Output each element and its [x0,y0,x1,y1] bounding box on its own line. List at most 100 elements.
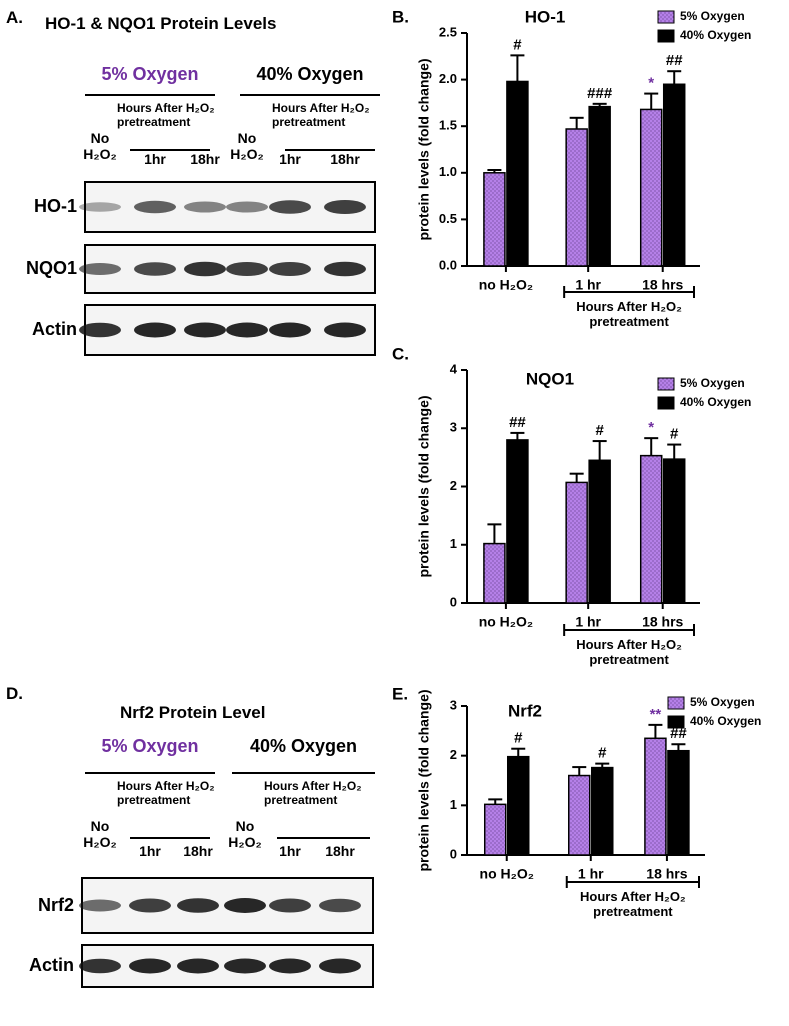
significance-mark: # [670,426,679,443]
group-label: 40% Oxygen [249,736,358,756]
bar [588,459,611,604]
blot-band [324,322,366,338]
chart-title: NQO1 [526,369,574,388]
blot-band [226,262,268,276]
blot-band [79,263,121,275]
blot-band [184,322,226,338]
row-label: HO-1 [33,196,77,216]
blot-band [226,322,268,338]
legend-label: 5% Oxygen [680,376,745,390]
blot-band [177,958,219,974]
legend-swatch [657,396,675,410]
blot-band [224,898,266,913]
row-label: NQO1 [25,258,77,278]
y-tick-label: 2 [450,747,457,762]
blot-band [269,958,311,974]
row-label: Actin [32,319,77,339]
y-tick-label: 2.0 [439,71,457,86]
x-tick-label: 1 hr [578,866,604,882]
y-tick-label: 4 [450,361,458,376]
bar [483,803,507,856]
bar [662,458,686,604]
blot-band [129,898,171,913]
significance-mark: ## [666,52,683,69]
x-tick-label: 18 hrs [642,277,683,293]
x-tick-label: 1 hr [575,277,601,293]
significance-mark: # [513,36,522,53]
lane-label: 1hr [144,151,166,167]
hours-label: Hours After H₂O₂ pretreatment [264,779,362,807]
blot-band [226,201,268,213]
significance-mark: ### [587,85,613,102]
x-tick-label: no H₂O₂ [479,277,533,293]
blot-band [177,898,219,913]
blot-band [269,898,311,913]
y-tick-label: 1 [450,536,457,551]
blot-band [324,200,366,214]
y-axis-label: protein levels (fold change) [416,58,432,240]
blot-band [269,200,311,214]
bar [644,737,667,856]
lane-label: 1hr [139,843,161,859]
bar [588,105,611,267]
bar [639,108,663,267]
y-tick-label: 0 [450,594,457,609]
lane-label: 18hr [325,843,355,859]
x-tick-label: 1 hr [575,614,601,630]
bar [506,439,529,604]
blot-band [129,958,171,974]
panel-letter: D. [6,684,23,703]
legend-label: 5% Oxygen [680,9,745,23]
legend-swatch [657,10,675,24]
bar [568,774,591,856]
blot-band [319,898,361,913]
x-tick-label: no H₂O₂ [479,614,533,630]
significance-mark: # [595,422,604,439]
lane-label: No H₂O₂ [83,130,117,163]
y-axis-label: protein levels (fold change) [416,395,432,577]
panel-letter: C. [392,344,409,363]
y-tick-label: 0.0 [439,257,457,272]
row-label: Nrf2 [37,894,74,915]
legend-swatch [657,377,675,391]
significance-mark: * [648,419,654,436]
lane-label: No H₂O₂ [83,818,117,851]
group-label: 5% Oxygen [101,64,199,84]
lane-label: 1hr [279,151,301,167]
legend-label: 5% Oxygen [690,695,755,709]
blot-band [184,261,226,277]
y-tick-label: 1.5 [439,118,457,133]
blot-band [224,958,266,974]
legend-label: 40% Oxygen [680,28,751,42]
y-tick-label: 2.5 [439,24,457,39]
significance-mark: ** [650,706,662,723]
bar [591,766,614,856]
blot-band [319,958,361,974]
bar [483,542,506,604]
panel-letter: A. [6,8,23,27]
blot-title: HO-1 & NQO1 Protein Levels [45,14,277,33]
blot-band [79,958,121,974]
group-label: 5% Oxygen [101,736,199,756]
blot-band [184,201,226,213]
legend-label: 40% Oxygen [690,714,761,728]
bar [662,83,686,267]
panel-letter: B. [392,7,409,26]
x-tick-label: 18 hrs [646,866,687,882]
blot-band [269,322,311,338]
legend-swatch [667,715,685,729]
group-label: Hours After H₂O₂ pretreatment [576,299,682,329]
chart-title: HO-1 [525,7,566,26]
blot-band [79,322,121,338]
chart-title: Nrf2 [508,701,542,720]
blot-band [324,261,366,277]
blot-band [134,322,176,338]
y-axis-label: protein levels (fold change) [416,689,432,871]
bar [565,481,588,604]
y-tick-label: 0.5 [439,211,457,226]
y-tick-label: 2 [450,478,457,493]
group-label: Hours After H₂O₂ pretreatment [580,889,686,919]
hours-label: Hours After H₂O₂ pretreatment [117,101,215,129]
